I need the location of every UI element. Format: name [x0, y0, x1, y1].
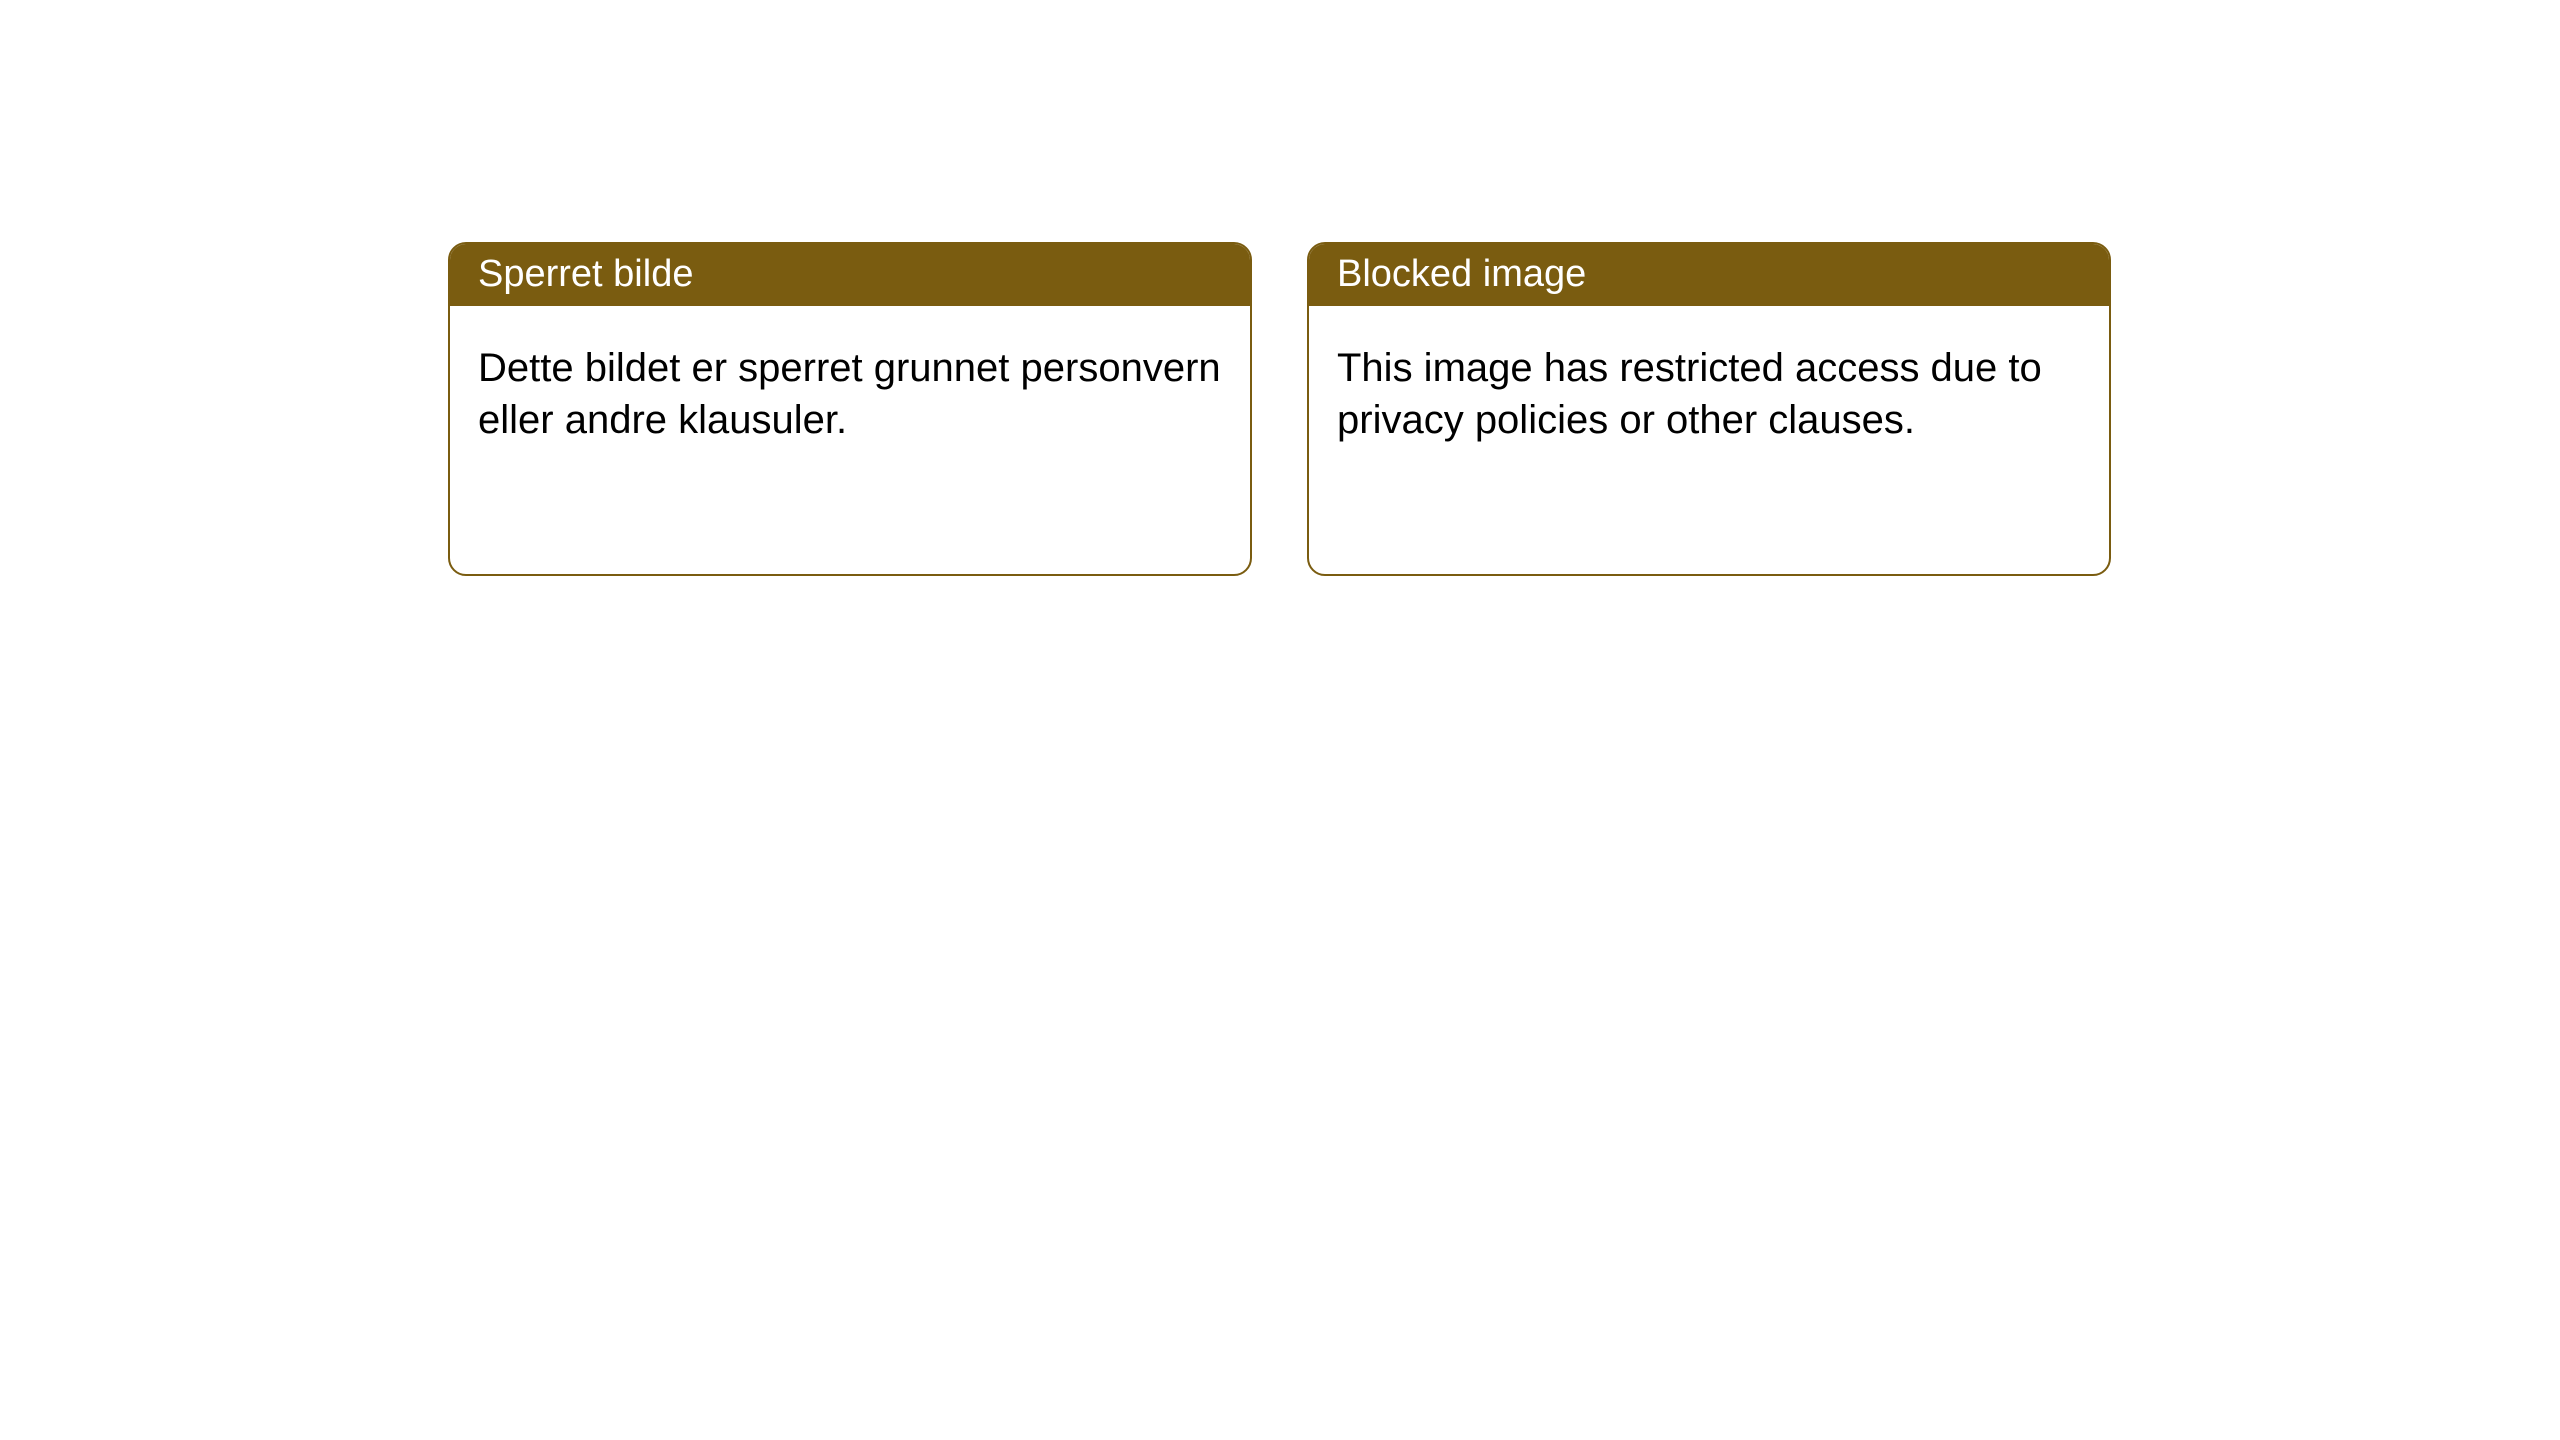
card-english: Blocked image This image has restricted …	[1307, 242, 2111, 576]
card-title: Blocked image	[1337, 253, 1586, 295]
card-title: Sperret bilde	[478, 253, 693, 295]
card-header-english: Blocked image	[1309, 244, 2109, 306]
card-body-text: Dette bildet er sperret grunnet personve…	[478, 346, 1221, 442]
card-header-norwegian: Sperret bilde	[450, 244, 1250, 306]
cards-container: Sperret bilde Dette bildet er sperret gr…	[0, 0, 2560, 576]
card-norwegian: Sperret bilde Dette bildet er sperret gr…	[448, 242, 1252, 576]
card-body-text: This image has restricted access due to …	[1337, 346, 2042, 442]
card-body-english: This image has restricted access due to …	[1309, 306, 2109, 482]
card-body-norwegian: Dette bildet er sperret grunnet personve…	[450, 306, 1250, 482]
